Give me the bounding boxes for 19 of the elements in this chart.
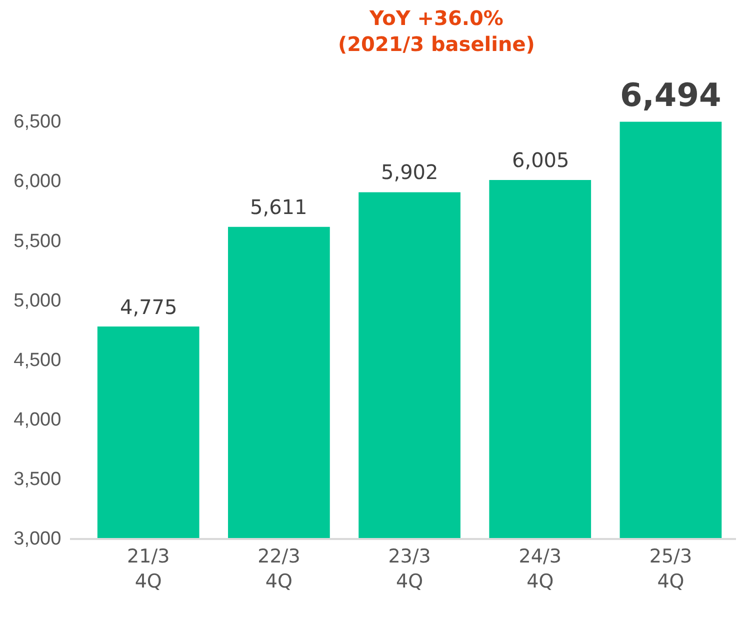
- x-tick-label: 25/3 4Q: [649, 546, 692, 592]
- y-tick-label: 5,000: [14, 290, 62, 312]
- y-tick-label: 4,500: [14, 350, 62, 371]
- y-tick-label: 5,500: [14, 230, 62, 252]
- x-tick-label: 23/3 4Q: [388, 546, 431, 592]
- data-label: 6,005: [512, 148, 570, 172]
- text: YoY +36.0% (2021/3 baseline): [338, 6, 535, 56]
- y-tick-label: 6,000: [14, 171, 62, 192]
- x-tick-label: 22/3 4Q: [258, 546, 300, 592]
- y-tick-label: 6,500: [14, 112, 62, 133]
- data-label: 4,775: [120, 295, 178, 319]
- y-tick-label: 3,000: [14, 528, 62, 550]
- y-tick-label: 4,000: [14, 410, 62, 431]
- x-tick-label: 24/3 4Q: [518, 546, 562, 592]
- y-tick-label: 3,500: [14, 469, 62, 490]
- data-label: 5,611: [250, 195, 308, 219]
- data-label: 5,902: [381, 160, 438, 184]
- data-label: 6,494: [620, 76, 722, 114]
- x-tick-label: 21/3 4Q: [127, 546, 170, 592]
